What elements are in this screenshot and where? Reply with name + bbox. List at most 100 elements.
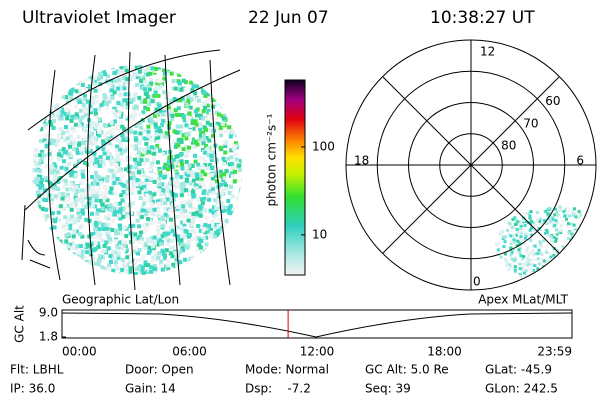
pixel: [82, 266, 87, 271]
pixel: [547, 206, 551, 210]
pixel: [593, 226, 596, 230]
pixel: [231, 115, 236, 120]
pixel: [38, 97, 43, 102]
footer-field: Mode: Normal: [245, 363, 329, 377]
pixel: [186, 265, 191, 270]
pixel: [88, 243, 93, 248]
pixel: [45, 214, 50, 219]
pixel: [161, 188, 166, 193]
footer-field: GLon: 242.5: [485, 382, 558, 396]
pixel: [548, 270, 552, 274]
pixel: [100, 191, 105, 196]
pixel: [167, 121, 172, 126]
pixel: [115, 69, 120, 74]
pixel: [60, 196, 65, 201]
pixel: [163, 134, 168, 139]
pixel: [132, 262, 137, 267]
pixel: [110, 84, 115, 89]
pixel: [595, 260, 596, 264]
pixel: [179, 175, 184, 180]
pixel: [167, 66, 172, 71]
pixel: [133, 144, 138, 149]
pixel: [128, 186, 133, 191]
pixel: [239, 95, 242, 100]
pixel: [97, 107, 102, 112]
pixel: [78, 225, 83, 230]
pixel: [74, 67, 79, 72]
pixel: [553, 213, 557, 217]
pixel: [101, 139, 106, 144]
pixel: [212, 264, 217, 269]
pixel: [572, 207, 576, 211]
pixel: [141, 173, 146, 178]
pixel: [119, 114, 124, 119]
pixel: [211, 133, 216, 138]
pixel: [209, 153, 214, 158]
pixel: [196, 73, 201, 78]
pixel: [178, 260, 183, 265]
pixel: [120, 124, 125, 129]
pixel: [118, 92, 123, 97]
pixel: [542, 262, 546, 266]
pixel: [82, 127, 87, 132]
pixel: [545, 247, 549, 251]
pixel: [34, 73, 39, 78]
pixel: [238, 235, 242, 240]
pixel: [101, 163, 106, 168]
pixel: [198, 213, 203, 218]
pixel: [108, 190, 113, 195]
pixel: [581, 248, 585, 252]
pixel: [218, 240, 223, 245]
pixel: [99, 125, 104, 130]
pixel: [186, 260, 191, 265]
pixel: [583, 241, 587, 245]
pixel: [182, 222, 187, 227]
pixel: [75, 197, 80, 202]
pixel: [127, 169, 132, 174]
pixel: [33, 69, 38, 74]
pixel: [538, 219, 542, 223]
pixel: [573, 210, 577, 214]
pixel: [167, 274, 172, 275]
pixel: [223, 150, 228, 155]
pixel: [181, 114, 186, 119]
pixel: [93, 111, 98, 116]
pixel: [64, 69, 69, 74]
pixel: [109, 88, 114, 93]
pixel: [198, 228, 203, 233]
pixel: [42, 226, 47, 231]
pixel: [65, 136, 70, 141]
pixel: [57, 248, 62, 253]
pixel: [121, 105, 126, 110]
pixel: [150, 235, 155, 240]
pixel: [179, 124, 184, 129]
pixel: [191, 189, 196, 194]
pixel: [176, 65, 181, 70]
pixel: [535, 273, 539, 277]
pixel: [579, 266, 583, 270]
pixel: [69, 254, 74, 259]
pixel: [94, 174, 99, 179]
pixel: [162, 108, 167, 113]
pixel: [514, 223, 518, 227]
pixel: [44, 268, 49, 273]
pixel: [204, 263, 209, 268]
pixel: [82, 260, 87, 265]
pixel: [216, 241, 221, 246]
pixel: [64, 225, 69, 230]
pixel: [201, 264, 206, 269]
pixel: [197, 184, 202, 189]
pixel: [140, 167, 145, 172]
pixel: [201, 246, 206, 251]
pixel: [218, 126, 223, 131]
pixel: [87, 196, 92, 201]
pixel: [521, 270, 525, 274]
pixel: [93, 125, 98, 130]
pixel: [145, 181, 150, 186]
pixel: [528, 260, 532, 264]
pixel: [512, 234, 516, 238]
pixel: [64, 260, 69, 265]
pixel: [33, 168, 38, 173]
footer-field: GC Alt: 5.0 Re: [365, 363, 449, 377]
pixel: [40, 274, 45, 275]
